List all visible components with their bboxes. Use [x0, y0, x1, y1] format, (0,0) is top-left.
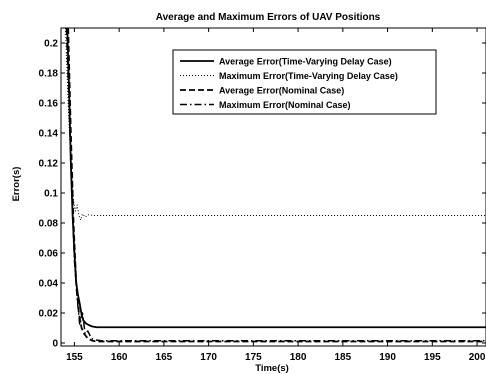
y-tick-label: 0.16 [39, 99, 59, 110]
x-tick-label: 170 [200, 352, 217, 363]
x-tick-label: 155 [66, 352, 83, 363]
series-line-4 [65, 28, 486, 342]
y-axis-ticks: 0 0.02 0.04 0.06 0.08 0.1 0.12 0.14 0.16 0.18 0.2 [39, 39, 486, 350]
legend: Average Error(Time-Varying Delay Case) Ma… [172, 49, 437, 115]
legend-label-4: Maximum Error(Nominal Case) [219, 100, 351, 110]
legend-box [172, 49, 437, 115]
x-tick-label: 165 [156, 352, 173, 363]
x-tick-label: 185 [334, 352, 351, 363]
y-tick-label: 0.18 [39, 69, 59, 80]
x-tick-label: 195 [424, 352, 441, 363]
y-tick-label: 0.06 [39, 249, 59, 260]
series-lines [64, 28, 486, 343]
y-tick-label: 0 [52, 339, 58, 350]
y-tick-label: 0.2 [44, 39, 58, 50]
y-tick-label: 0.08 [39, 219, 59, 230]
chart-title: Average and Maximum Errors of UAV Positi… [156, 12, 381, 23]
legend-label-3: Average Error(Nominal Case) [219, 86, 344, 96]
x-tick-label: 190 [379, 352, 396, 363]
series-line-2 [64, 28, 486, 221]
legend-label-2: Maximum Error(Time-Varying Delay Case) [219, 71, 398, 81]
y-tick-label: 0.02 [39, 309, 59, 320]
y-tick-label: 0.04 [39, 279, 59, 290]
series-line-3 [67, 28, 486, 343]
x-tick-label: 200 [469, 352, 486, 363]
x-tick-label: 180 [290, 352, 307, 363]
x-tick-label: 160 [111, 352, 128, 363]
y-tick-label: 0.1 [44, 189, 58, 200]
y-tick-label: 0.14 [39, 129, 59, 140]
x-axis-label: Time(s) [255, 363, 289, 374]
x-axis-ticks: 155 160 165 170 175 180 185 190 195 200 [66, 28, 486, 363]
y-tick-label: 0.12 [39, 159, 59, 170]
plot-area-frame [60, 27, 486, 347]
legend-label-1: Average Error(Time-Varying Delay Case) [219, 57, 392, 67]
x-tick-label: 175 [245, 352, 262, 363]
y-axis-label: Error(s) [11, 167, 22, 202]
